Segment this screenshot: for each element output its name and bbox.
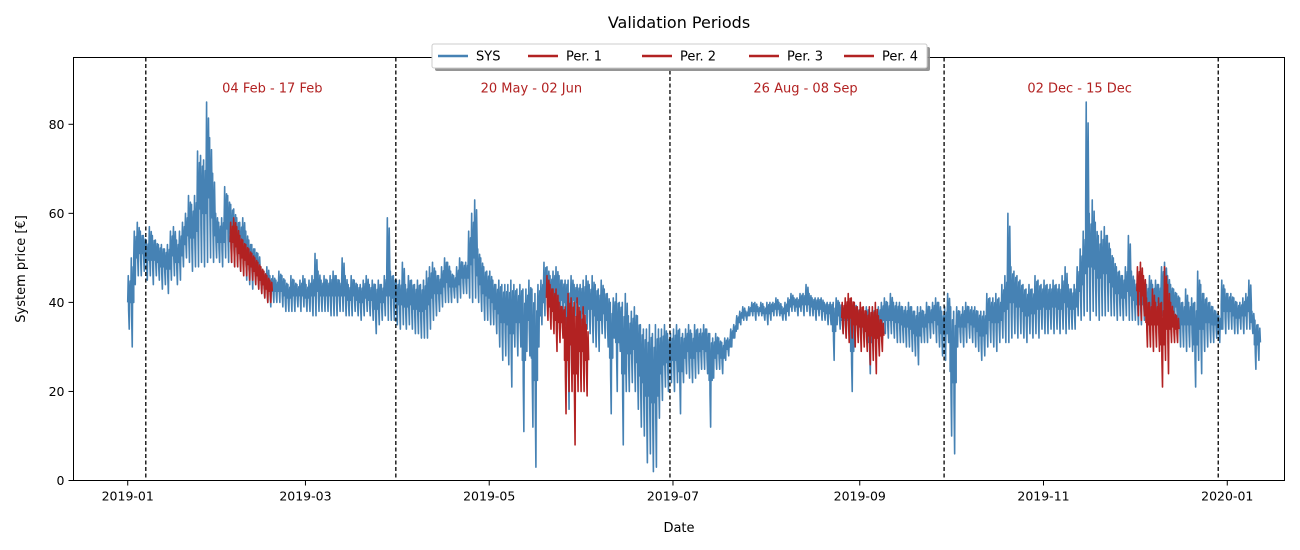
x-tick-label: 2020-01 (1201, 489, 1253, 504)
legend-label: Per. 1 (566, 50, 602, 65)
x-tick-label: 2019-01 (102, 489, 154, 504)
y-tick-label: 40 (49, 295, 65, 310)
legend-label: Per. 3 (787, 50, 823, 65)
y-axis-label: System price [€] (14, 215, 29, 323)
legend-label: SYS (476, 50, 500, 65)
y-tick-label: 20 (49, 384, 65, 399)
x-axis: 2019-01 2019-03 2019-05 2019-07 2019-09 2019-… (102, 480, 1253, 504)
series-line-sys (126, 101, 1262, 473)
period-annotation: 26 Aug - 08 Sep (753, 82, 857, 97)
series-layer (126, 101, 1262, 473)
series-line-per-2 (545, 274, 590, 446)
annotation-layer: 04 Feb - 17 Feb 20 May - 02 Jun 26 Aug - 0… (222, 82, 1132, 97)
legend-box (431, 43, 928, 69)
period-annotation: 20 May - 02 Jun (481, 82, 583, 97)
vline-layer (145, 57, 1219, 481)
series-line-per-1 (229, 216, 274, 304)
period-annotation: 04 Feb - 17 Feb (222, 82, 322, 97)
x-tick-label: 2019-05 (463, 489, 515, 504)
x-axis-label: Date (663, 521, 694, 536)
period-annotation: 02 Dec - 15 Dec (1027, 82, 1132, 97)
legend-label: Per. 4 (882, 50, 918, 65)
chart-title: Validation Periods (608, 13, 750, 32)
x-tick-label: 2019-09 (834, 489, 886, 504)
y-axis: 0 20 40 60 80 (49, 117, 74, 488)
y-tick-label: 80 (49, 117, 65, 132)
legend-label: Per. 2 (680, 50, 716, 65)
y-tick-label: 60 (49, 206, 65, 221)
y-tick-label: 0 (57, 473, 65, 488)
series-line-per-3 (840, 292, 885, 375)
x-tick-label: 2019-07 (647, 489, 699, 504)
x-tick-label: 2019-03 (279, 489, 331, 504)
legend: SYS Per. 1 Per. 2 Per. 3 Per. 4 (431, 43, 930, 71)
x-tick-label: 2019-11 (1017, 489, 1069, 504)
series-line-per-4 (1136, 261, 1180, 388)
